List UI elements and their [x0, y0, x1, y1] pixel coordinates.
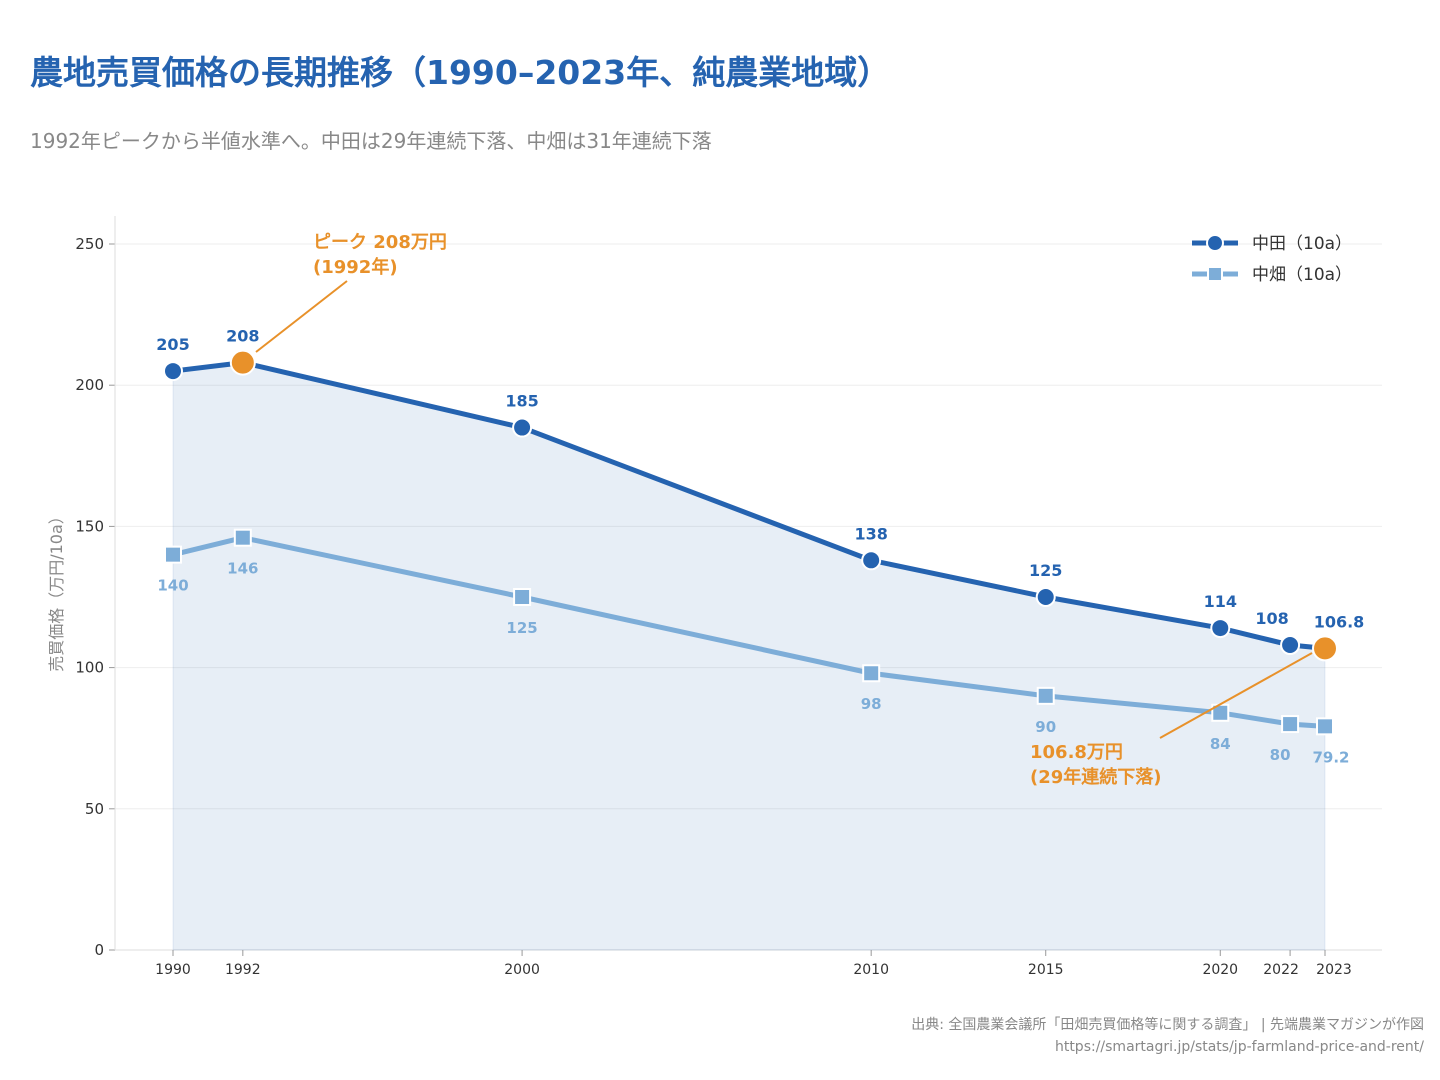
annotation-arrow [255, 280, 348, 353]
paddy-data-label: 114 [1204, 592, 1237, 611]
paddy-data-label: 106.8 [1314, 612, 1365, 631]
field-data-label: 140 [157, 577, 188, 595]
field-point [1316, 717, 1334, 736]
field-data-label: 84 [1210, 735, 1231, 753]
chart-subtitle: 1992年ピークから半値水準へ。中田は29年連続下落、中畑は31年連続下落 [30, 129, 712, 153]
field-data-label: 79.2 [1312, 748, 1349, 766]
highlight-point [1312, 635, 1338, 662]
annotation-arrow [1159, 652, 1313, 739]
paddy-point [1280, 635, 1301, 656]
legend-label: 中畑（10a） [1252, 265, 1352, 285]
paddy-area [172, 362, 1326, 951]
x-tick-label: 2020 [1202, 962, 1238, 978]
legend-square-marker [1207, 266, 1223, 282]
field-data-label: 98 [861, 695, 882, 713]
paddy-point [861, 550, 882, 571]
y-tick-label: 200 [75, 376, 104, 394]
source-url: https://smartagri.jp/stats/jp-farmland-p… [1054, 1039, 1424, 1055]
field-data-label: 80 [1270, 746, 1291, 764]
paddy-point [512, 417, 533, 438]
y-tick-label: 50 [85, 800, 104, 818]
y-tick-label: 150 [75, 517, 104, 535]
paddy-series-line [172, 360, 1326, 651]
x-tick-label: 1992 [225, 962, 261, 978]
field-point [164, 545, 182, 564]
y-axis-label: 売買価格（万円/10a） [47, 508, 66, 672]
field-data-label: 90 [1035, 718, 1056, 736]
highlight-point [229, 349, 256, 376]
legend-circle-marker [1206, 234, 1224, 252]
annotation-latest: 106.8万円 [1030, 742, 1123, 763]
y-tick-label: 250 [75, 235, 104, 253]
field-point [233, 528, 252, 547]
paddy-data-label: 185 [505, 392, 538, 411]
paddy-data-label: 138 [854, 524, 887, 543]
y-tick-label: 0 [94, 941, 104, 959]
paddy-data-label: 208 [226, 327, 259, 346]
annotation-latest: (29年連続下落) [1030, 766, 1162, 788]
x-tick-label: 2015 [1028, 962, 1064, 978]
x-tick-label: 1990 [155, 962, 191, 978]
field-point [1036, 686, 1055, 705]
field-point [513, 588, 532, 606]
annotation-peak: ピーク 208万円 [313, 232, 447, 253]
x-tick-label: 2023 [1316, 962, 1352, 978]
x-tick-label: 2022 [1263, 962, 1299, 978]
field-point [862, 664, 881, 683]
field-data-label: 146 [227, 560, 258, 578]
field-series-line [172, 535, 1326, 729]
annotation-peak: (1992年) [313, 256, 398, 278]
y-tick-label: 100 [75, 659, 104, 677]
paddy-data-label: 108 [1255, 609, 1288, 628]
paddy-point [1035, 587, 1056, 607]
x-tick-label: 2000 [504, 962, 540, 978]
x-tick-label: 2010 [853, 962, 889, 978]
chart-title: 農地売買価格の長期推移（1990–2023年、純農業地域） [30, 53, 891, 92]
field-point [1281, 715, 1300, 734]
paddy-point [163, 361, 183, 382]
paddy-data-label: 205 [156, 335, 189, 354]
legend-label: 中田（10a） [1252, 234, 1352, 254]
source-note: 出典: 全国農業会議所「田畑売買価格等に関する調査」 | 先端農業マガジンが作図 [911, 1017, 1424, 1033]
field-data-label: 125 [506, 619, 537, 637]
paddy-data-label: 125 [1029, 561, 1062, 580]
paddy-point [1210, 618, 1231, 639]
